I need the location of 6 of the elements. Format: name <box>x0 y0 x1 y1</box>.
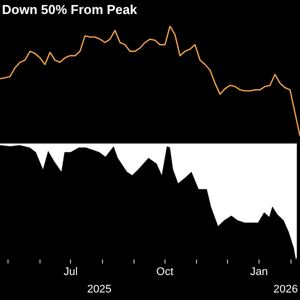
x-tick-label: Jul <box>64 266 78 278</box>
chart-title: Down 50% From Peak <box>1 1 138 19</box>
x2-tick-label: 2026 <box>273 283 298 296</box>
x-tick-label: Oct <box>156 266 174 278</box>
x2-tick-label: 2025 <box>87 283 112 296</box>
x-tick-label: Jan <box>250 266 268 278</box>
